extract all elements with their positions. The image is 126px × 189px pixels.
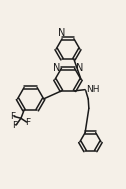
Text: N: N [58, 28, 65, 38]
Text: F: F [10, 112, 15, 121]
Text: N: N [75, 63, 83, 73]
Text: F: F [26, 118, 31, 126]
Text: NH: NH [87, 84, 100, 94]
Text: N: N [53, 63, 60, 73]
Text: F: F [12, 121, 17, 130]
